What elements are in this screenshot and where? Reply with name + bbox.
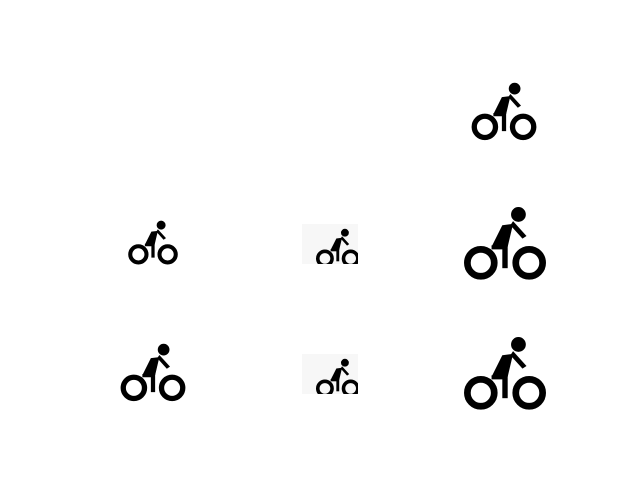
bicycle-icon bbox=[302, 224, 358, 264]
bicycle-icon bbox=[119, 343, 187, 403]
bicycle-icon bbox=[127, 220, 179, 266]
bicycle-icon bbox=[462, 206, 548, 282]
bicycle-icon bbox=[302, 354, 358, 394]
bicycle-icon bbox=[470, 82, 538, 142]
bicycle-icon bbox=[462, 336, 548, 412]
